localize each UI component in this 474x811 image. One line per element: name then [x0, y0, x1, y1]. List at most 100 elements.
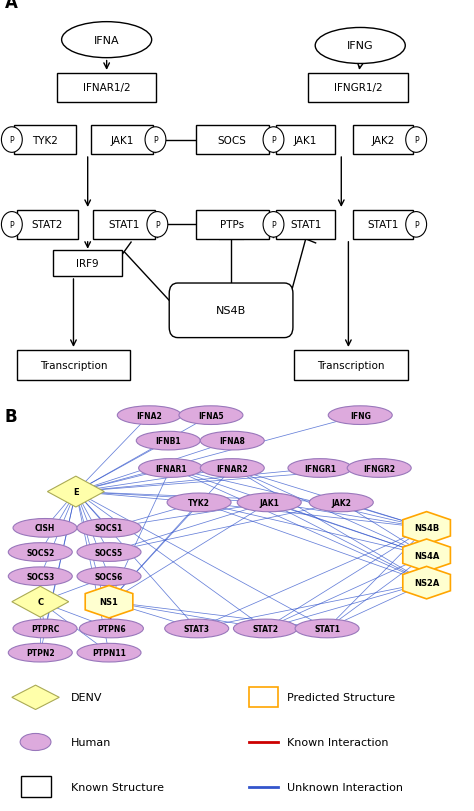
FancyBboxPatch shape	[57, 74, 156, 103]
Circle shape	[145, 127, 166, 153]
Text: Predicted Structure: Predicted Structure	[287, 693, 395, 702]
Text: STAT1: STAT1	[367, 220, 399, 230]
Text: STAT1: STAT1	[290, 220, 321, 230]
Text: JAK1: JAK1	[259, 498, 279, 507]
FancyBboxPatch shape	[195, 211, 269, 239]
Text: STAT1: STAT1	[314, 624, 340, 633]
Text: JAK2: JAK2	[371, 135, 395, 145]
Ellipse shape	[20, 733, 51, 751]
Ellipse shape	[77, 519, 141, 538]
FancyBboxPatch shape	[276, 126, 336, 155]
FancyBboxPatch shape	[17, 350, 130, 380]
Circle shape	[406, 212, 427, 238]
Text: JAK1: JAK1	[294, 135, 318, 145]
Ellipse shape	[77, 543, 141, 562]
Text: IRF9: IRF9	[76, 259, 99, 269]
Ellipse shape	[288, 459, 352, 478]
Text: NS2A: NS2A	[414, 578, 439, 587]
FancyBboxPatch shape	[14, 126, 76, 155]
FancyBboxPatch shape	[21, 777, 51, 796]
Text: PTPN2: PTPN2	[26, 648, 55, 658]
Text: PTPRC: PTPRC	[31, 624, 59, 633]
Text: E: E	[73, 487, 79, 496]
Ellipse shape	[77, 644, 141, 662]
Text: STAT1: STAT1	[109, 220, 140, 230]
Ellipse shape	[309, 493, 373, 512]
Text: Human: Human	[71, 737, 111, 747]
Text: PTPN11: PTPN11	[92, 648, 126, 658]
Ellipse shape	[117, 406, 182, 425]
Ellipse shape	[13, 519, 77, 538]
Text: P: P	[414, 221, 419, 230]
Circle shape	[147, 212, 168, 238]
Text: SOCS6: SOCS6	[95, 572, 123, 581]
FancyBboxPatch shape	[353, 126, 412, 155]
FancyBboxPatch shape	[195, 126, 269, 155]
Text: IFNA5: IFNA5	[198, 411, 224, 420]
Text: IFNGR2: IFNGR2	[363, 464, 395, 473]
Text: P: P	[9, 136, 14, 145]
Text: IFNB1: IFNB1	[155, 436, 181, 445]
Text: IFNGR1: IFNGR1	[304, 464, 336, 473]
Polygon shape	[403, 512, 450, 544]
Text: JAK2: JAK2	[331, 498, 351, 507]
Text: IFNA2: IFNA2	[137, 411, 162, 420]
Circle shape	[1, 212, 22, 238]
Ellipse shape	[79, 620, 143, 638]
Text: SOCS1: SOCS1	[95, 524, 123, 533]
Text: STAT3: STAT3	[184, 624, 210, 633]
Ellipse shape	[233, 620, 298, 638]
Text: SOCS5: SOCS5	[95, 548, 123, 557]
Polygon shape	[85, 586, 133, 618]
Ellipse shape	[136, 431, 200, 450]
Text: PTPs: PTPs	[220, 220, 244, 230]
Ellipse shape	[179, 406, 243, 425]
Text: A: A	[5, 0, 18, 11]
Text: IFNA8: IFNA8	[219, 436, 245, 445]
Text: IFNAR1/2: IFNAR1/2	[83, 84, 130, 93]
Text: P: P	[271, 136, 276, 145]
Polygon shape	[47, 477, 104, 508]
Ellipse shape	[13, 620, 77, 638]
Text: P: P	[414, 136, 419, 145]
FancyBboxPatch shape	[308, 74, 408, 103]
Ellipse shape	[77, 567, 141, 586]
Text: SOCS2: SOCS2	[26, 548, 55, 557]
Text: JAK1: JAK1	[110, 135, 134, 145]
Ellipse shape	[167, 493, 231, 512]
Text: IFNA: IFNA	[94, 36, 119, 45]
Ellipse shape	[200, 459, 264, 478]
FancyBboxPatch shape	[93, 211, 155, 239]
Polygon shape	[403, 539, 450, 572]
FancyBboxPatch shape	[91, 126, 153, 155]
Circle shape	[406, 127, 427, 153]
Ellipse shape	[9, 644, 73, 662]
Ellipse shape	[164, 620, 228, 638]
Text: Transcription: Transcription	[40, 360, 107, 371]
Text: SOCS: SOCS	[218, 135, 246, 145]
Ellipse shape	[315, 28, 405, 64]
Ellipse shape	[200, 431, 264, 450]
Text: Unknown Interaction: Unknown Interaction	[287, 782, 403, 792]
Ellipse shape	[237, 493, 301, 512]
Text: STAT2: STAT2	[253, 624, 278, 633]
FancyBboxPatch shape	[169, 284, 293, 338]
Text: NS4A: NS4A	[414, 551, 439, 560]
Text: Transcription: Transcription	[317, 360, 384, 371]
Polygon shape	[12, 685, 59, 710]
Ellipse shape	[138, 459, 202, 478]
FancyBboxPatch shape	[249, 688, 278, 707]
Polygon shape	[403, 567, 450, 599]
Text: IFNGR1/2: IFNGR1/2	[334, 84, 382, 93]
Text: TYK2: TYK2	[188, 498, 210, 507]
Ellipse shape	[9, 543, 73, 562]
Ellipse shape	[62, 23, 152, 58]
Text: B: B	[5, 407, 18, 426]
Ellipse shape	[295, 620, 359, 638]
Text: CISH: CISH	[35, 524, 55, 533]
FancyBboxPatch shape	[353, 211, 412, 239]
FancyBboxPatch shape	[276, 211, 336, 239]
Text: NS4B: NS4B	[414, 524, 439, 533]
Text: IFNAR1: IFNAR1	[155, 464, 186, 473]
Ellipse shape	[328, 406, 392, 425]
